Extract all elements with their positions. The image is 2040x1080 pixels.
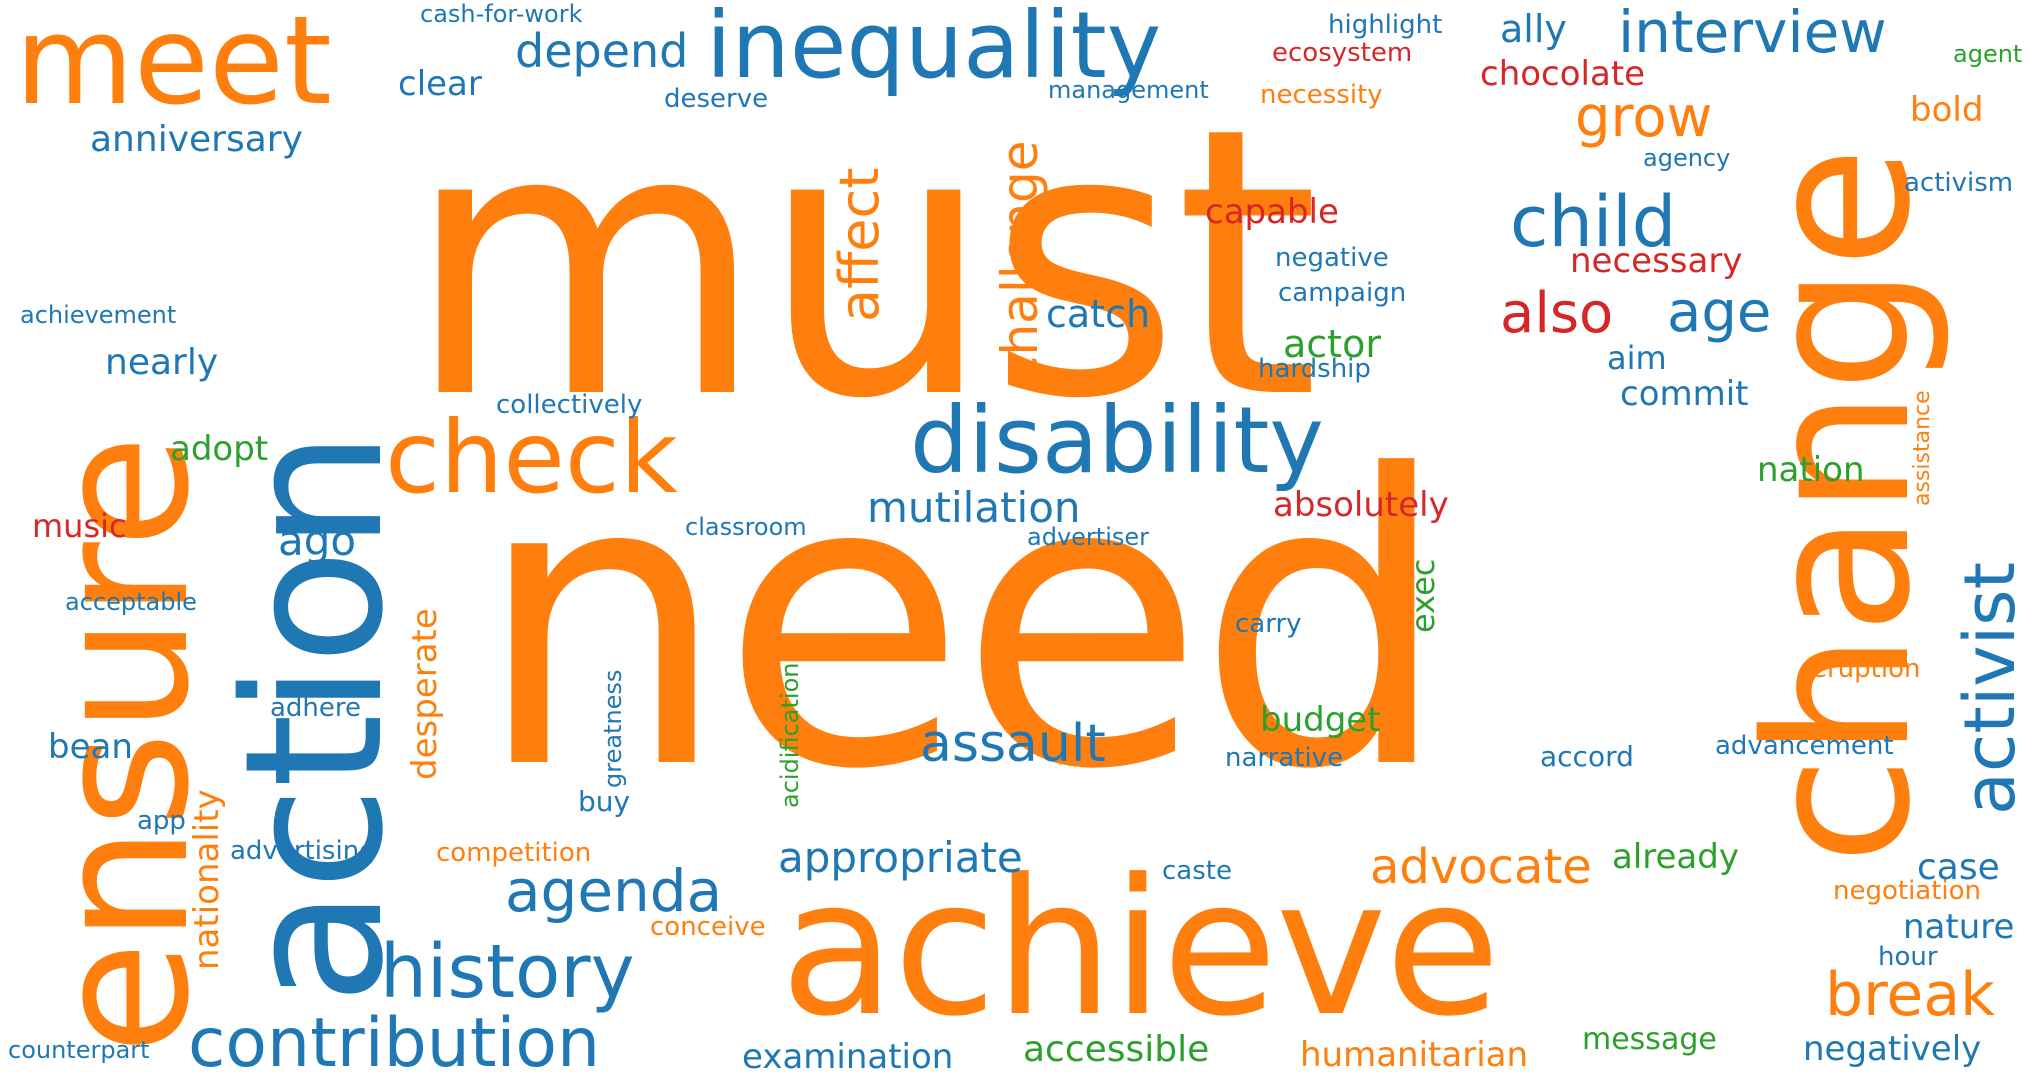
word-nation: nation	[1757, 450, 1865, 490]
word-nationality: nationality	[187, 789, 227, 970]
word-negotiation: negotiation	[1833, 876, 1982, 906]
word-hardship: hardship	[1258, 354, 1371, 384]
word-nature: nature	[1903, 907, 2015, 947]
word-ecosystem: ecosystem	[1272, 38, 1413, 68]
word-meet: meet	[15, 0, 332, 132]
word-ago: ago	[278, 516, 357, 565]
word-desperate: desperate	[405, 608, 445, 780]
word-check: check	[385, 399, 678, 516]
word-challenge: challenge	[991, 140, 1049, 383]
word-competition: competition	[436, 838, 592, 868]
word-necessity: necessity	[1260, 80, 1383, 110]
word-acceptable: acceptable	[65, 588, 197, 616]
word-ally: ally	[1500, 7, 1567, 51]
word-case: case	[1917, 847, 2000, 888]
word-advocate: advocate	[1370, 839, 1592, 895]
word-disability: disability	[910, 387, 1324, 494]
word-eruption: eruption	[1811, 654, 1921, 684]
word-assault: assault	[920, 714, 1106, 774]
word-clear: clear	[398, 64, 482, 104]
word-anniversary: anniversary	[90, 119, 303, 160]
word-assistance: assistance	[1910, 390, 1935, 506]
word-humanitarian: humanitarian	[1300, 1035, 1529, 1075]
word-collectively: collectively	[496, 390, 643, 420]
word-also: also	[1500, 281, 1614, 346]
word-advertising: advertising	[230, 836, 376, 866]
word-caste: caste	[1162, 856, 1232, 886]
word-accord: accord	[1540, 740, 1634, 773]
word-buy: buy	[578, 785, 631, 818]
word-app: app	[137, 806, 186, 836]
word-appropriate: appropriate	[778, 833, 1023, 882]
word-highlight: highlight	[1328, 10, 1443, 40]
word-music: music	[32, 507, 127, 545]
word-greatness: greatness	[599, 669, 627, 788]
word-activist: activist	[1949, 561, 2031, 815]
word-necessary: necessary	[1570, 241, 1743, 281]
word-deserve: deserve	[664, 84, 769, 114]
word-hour: hour	[1878, 942, 1938, 972]
word-budget: budget	[1260, 700, 1381, 740]
word-counterpart: counterpart	[8, 1036, 150, 1064]
word-interview: interview	[1618, 0, 1887, 66]
word-commit: commit	[1620, 374, 1749, 414]
word-must: must	[405, 50, 1320, 480]
word-adopt: adopt	[170, 429, 269, 469]
word-classroom: classroom	[685, 513, 807, 541]
word-agent: agent	[1953, 40, 2023, 68]
word-achieve: achieve	[780, 839, 1501, 1058]
word-examination: examination	[742, 1037, 954, 1077]
word-agency: agency	[1643, 144, 1731, 172]
word-bean: bean	[48, 727, 133, 767]
word-age: age	[1667, 280, 1772, 345]
word-nearly: nearly	[105, 342, 219, 383]
word-mutilation: mutilation	[867, 483, 1081, 532]
word-aim: aim	[1607, 339, 1667, 377]
word-activism: activism	[1904, 168, 2014, 198]
word-chocolate: chocolate	[1480, 54, 1646, 94]
word-inequality: inequality	[706, 0, 1162, 99]
word-break: break	[1825, 960, 1995, 1030]
word-absolutely: absolutely	[1273, 485, 1449, 525]
word-affect: affect	[828, 167, 891, 322]
word-campaign: campaign	[1278, 278, 1407, 308]
word-depend: depend	[515, 24, 689, 78]
word-negative: negative	[1275, 243, 1389, 273]
word-agenda: agenda	[505, 857, 723, 925]
word-catch: catch	[1046, 292, 1151, 336]
word-cash-for-work: cash-for-work	[420, 0, 583, 28]
word-history: history	[380, 929, 635, 1015]
word-child: child	[1510, 181, 1677, 263]
word-already: already	[1612, 837, 1739, 877]
word-conceive: conceive	[650, 912, 766, 942]
word-acidification: acidification	[776, 662, 804, 808]
word-grow: grow	[1575, 85, 1713, 150]
word-carry: carry	[1235, 609, 1302, 639]
word-management: management	[1048, 76, 1209, 104]
word-exec: exec	[1404, 558, 1442, 633]
word-adhere: adhere	[270, 693, 362, 723]
word-advertiser: advertiser	[1027, 523, 1149, 551]
word-need: need	[475, 392, 1451, 857]
word-accessible: accessible	[1023, 1029, 1210, 1070]
word-message: message	[1582, 1022, 1717, 1057]
word-contribution: contribution	[188, 1004, 601, 1080]
word-narrative: narrative	[1225, 743, 1344, 773]
word-actor: actor	[1283, 322, 1381, 366]
word-negatively: negatively	[1803, 1029, 1982, 1069]
word-capable: capable	[1205, 192, 1339, 232]
word-bold: bold	[1910, 90, 1984, 130]
word-advancement: advancement	[1715, 731, 1894, 761]
word-achievement: achievement	[20, 301, 177, 329]
